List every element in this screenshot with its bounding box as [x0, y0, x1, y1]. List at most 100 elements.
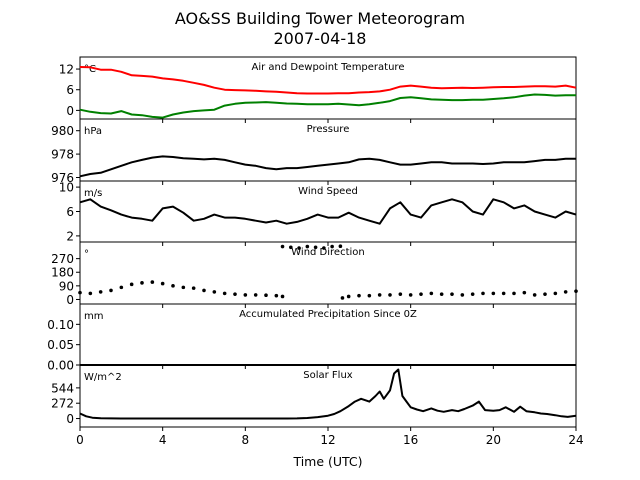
series-line-1	[79, 155, 576, 178]
x-axis-label: Time (UTC)	[292, 454, 362, 469]
wind-direction-point	[264, 293, 268, 298]
panel-title: Solar Flux	[303, 370, 353, 381]
y-tick-label: 0.05	[47, 338, 74, 352]
wind-direction-point	[322, 246, 326, 250]
wind-direction-point	[460, 293, 465, 297]
x-tick-label: 12	[320, 433, 335, 447]
y-tick-label: 6	[66, 205, 74, 219]
wind-direction-point	[171, 284, 175, 288]
wind-direction-point	[98, 290, 103, 294]
wind-direction-point	[338, 244, 343, 249]
wind-direction-point	[191, 286, 196, 290]
panel-unit-label: W/m^2	[84, 372, 122, 383]
panel-title: Wind Speed	[298, 186, 358, 197]
panel-title: Pressure	[307, 124, 350, 135]
y-tick-label: 978	[51, 148, 74, 162]
wind-direction-point	[398, 292, 403, 296]
x-tick-label: 8	[242, 433, 250, 447]
wind-direction-point	[491, 291, 496, 296]
series-line-1	[79, 198, 577, 225]
wind-direction-point	[280, 244, 285, 249]
wind-direction-point	[346, 294, 351, 299]
wind-direction-point	[408, 293, 413, 297]
panel-3: 2 6 10 m/s Wind Speed	[59, 180, 577, 246]
wind-direction-point	[280, 294, 285, 299]
wind-direction-point	[88, 291, 93, 296]
wind-direction-point	[574, 289, 578, 293]
wind-direction-point	[129, 282, 134, 287]
series-line-1	[79, 66, 577, 95]
wind-direction-point	[388, 293, 392, 297]
wind-direction-point	[243, 293, 248, 297]
y-tick-label: 272	[51, 397, 74, 411]
panels-group: 0 6 12 °C Air and Dewpoint Temperature 976 978…	[47, 56, 578, 431]
y-tick-label: 976	[51, 171, 74, 185]
wind-direction-point	[419, 292, 423, 296]
y-tick-label: 0.10	[47, 318, 74, 332]
wind-direction-point	[522, 290, 527, 295]
y-tick-label: 544	[51, 381, 74, 395]
wind-direction-point	[274, 293, 279, 298]
x-tick-label: 24	[568, 433, 583, 447]
wind-direction-point	[450, 292, 454, 296]
panel-unit-label: °C	[84, 64, 96, 75]
wind-direction-point	[78, 290, 82, 295]
wind-direction-point	[289, 245, 293, 250]
y-tick-label: 980	[51, 124, 74, 138]
wind-direction-point	[377, 293, 382, 297]
series-line-1	[79, 368, 577, 420]
figure-title-line2: 2007-04-18	[274, 29, 367, 48]
x-tick-label: 4	[159, 433, 167, 447]
panel-title: Air and Dewpoint Temperature	[252, 62, 405, 73]
y-tick-label: 2	[66, 229, 74, 243]
series-line-2	[79, 93, 576, 119]
y-tick-label: 0.00	[47, 359, 74, 373]
wind-direction-point	[563, 290, 568, 294]
wind-direction-point	[181, 285, 186, 290]
wind-direction-point	[330, 244, 334, 249]
wind-direction-point	[367, 293, 372, 298]
x-tick-label: 20	[486, 433, 501, 447]
wind-direction-point	[340, 296, 345, 300]
wind-direction-point	[140, 281, 144, 285]
wind-direction-point	[233, 292, 237, 296]
panel-2: 976 978 980 hPa Pressure	[51, 118, 577, 185]
wind-direction-point	[313, 245, 318, 250]
y-tick-label: 6	[66, 83, 74, 97]
y-tick-label: 12	[59, 63, 74, 77]
wind-direction-point	[150, 280, 155, 284]
wind-direction-point	[212, 290, 217, 294]
wind-direction-point	[119, 285, 124, 290]
wind-direction-point	[543, 292, 547, 296]
wind-direction-point	[439, 292, 444, 296]
y-tick-label: 270	[51, 252, 74, 266]
wind-direction-point	[202, 288, 206, 293]
wind-direction-point	[501, 291, 506, 296]
y-tick-label: 0	[66, 293, 74, 307]
y-tick-label: 180	[51, 266, 74, 280]
x-tick-label: 0	[76, 433, 84, 447]
y-tick-label: 10	[59, 181, 74, 195]
wind-direction-point	[297, 246, 301, 250]
panel-unit-label: °	[84, 249, 89, 260]
panel-unit-label: hPa	[84, 126, 102, 137]
wind-direction-point	[470, 292, 475, 296]
wind-direction-point	[553, 291, 558, 296]
wind-direction-point	[357, 293, 361, 298]
y-tick-label: 90	[59, 279, 74, 293]
wind-direction-point	[222, 291, 227, 296]
wind-direction-point	[512, 291, 516, 296]
wind-direction-point	[532, 293, 537, 297]
x-tick-label: 16	[403, 433, 418, 447]
panel-unit-label: m/s	[84, 188, 102, 199]
wind-direction-point	[253, 293, 258, 297]
wind-direction-point	[109, 288, 113, 293]
figure-title-line1: AO&SS Building Tower Meteorogram	[175, 9, 465, 28]
wind-direction-point	[305, 244, 310, 249]
wind-direction-point	[429, 291, 434, 296]
y-tick-label: 0	[66, 412, 74, 426]
y-tick-label: 0	[66, 104, 74, 118]
panel-title: Wind Direction	[291, 247, 365, 258]
